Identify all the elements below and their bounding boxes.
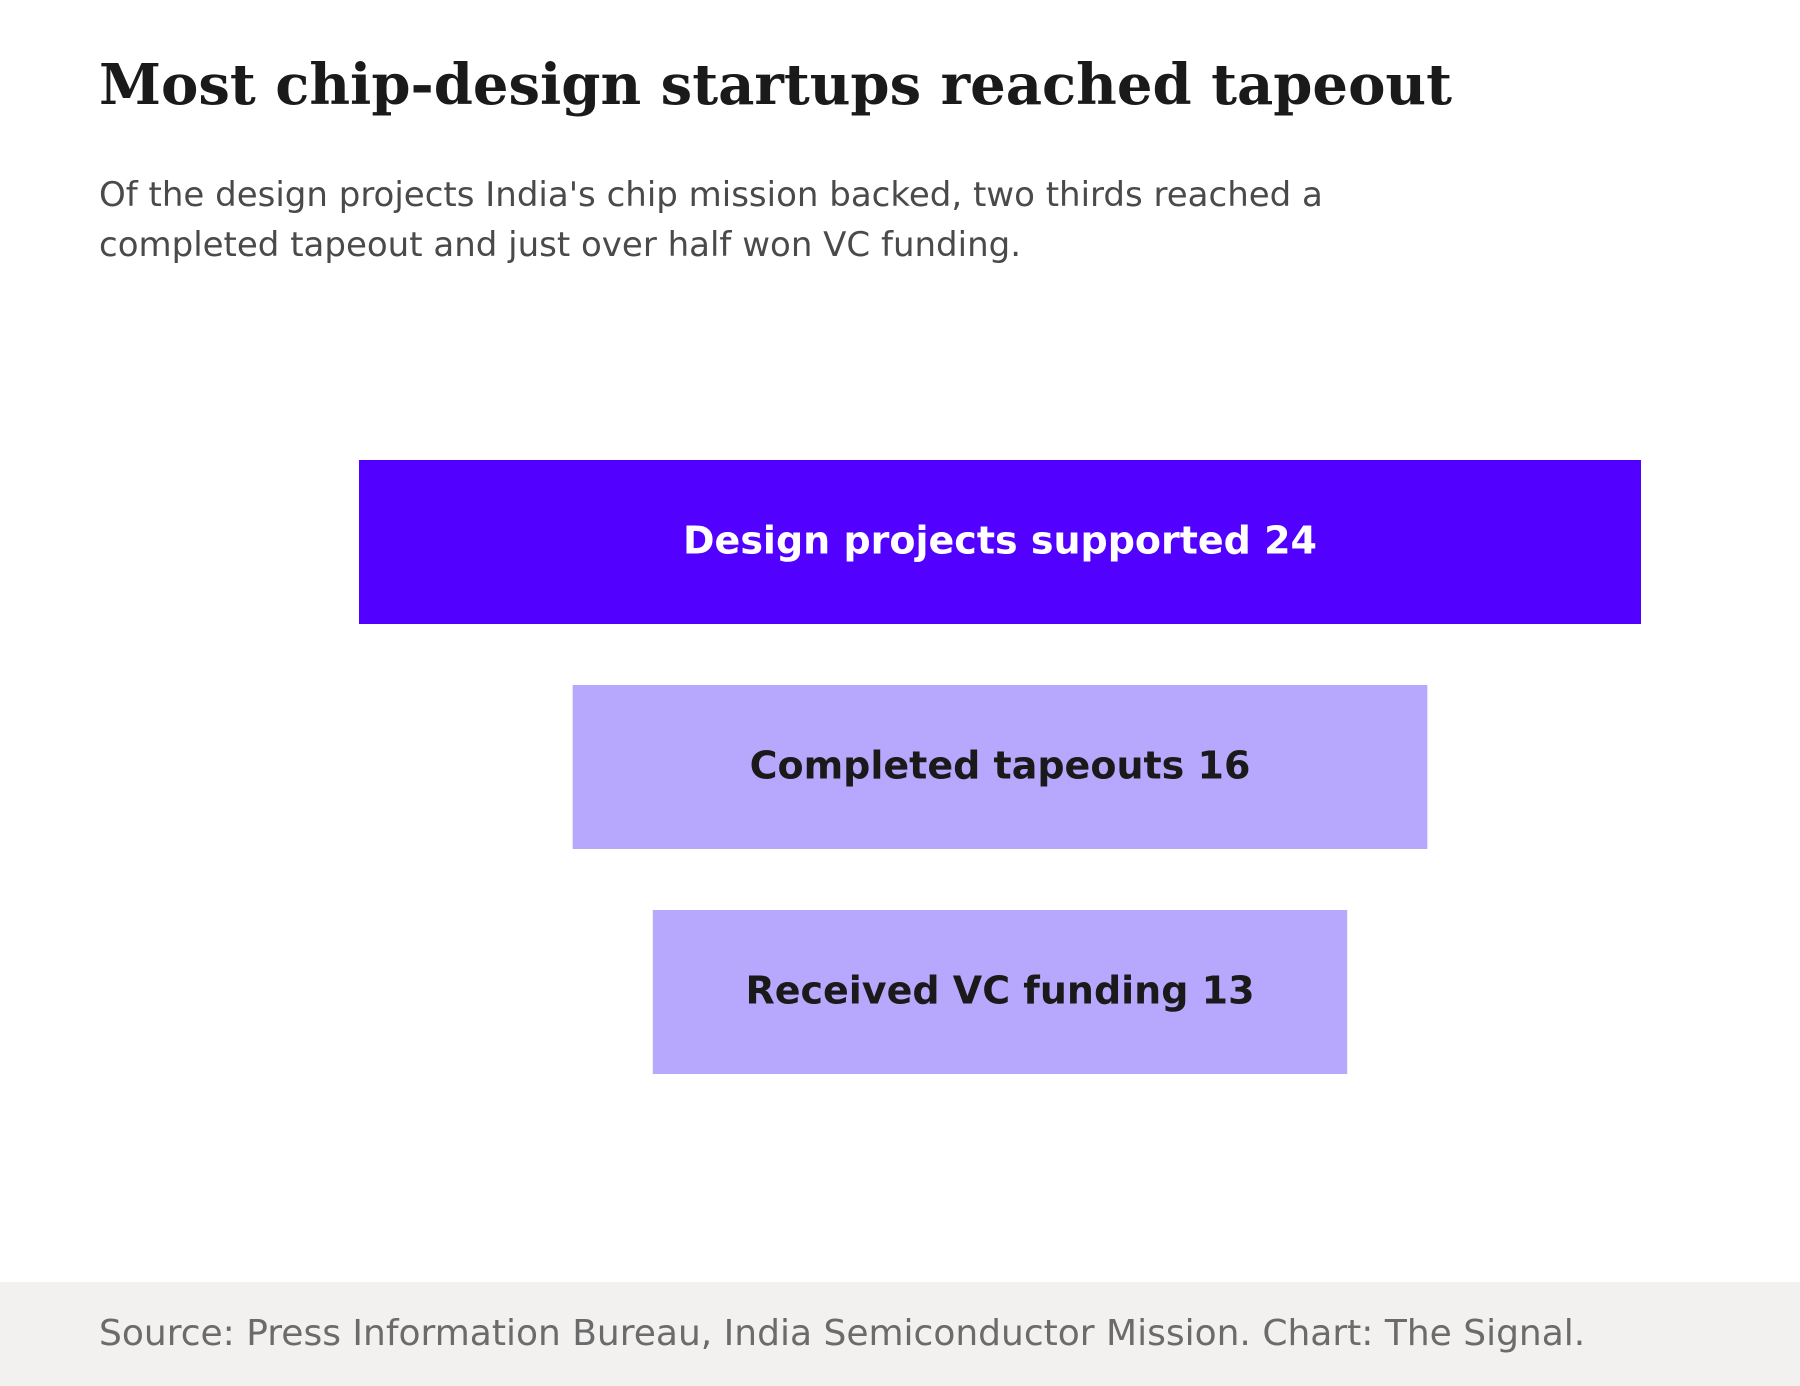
funnel-label-1: Design projects supported 24 [683, 519, 1317, 563]
funnel-bar-3 [652, 910, 1348, 1074]
funnel-bar-1 [359, 460, 1641, 624]
chart-subtitle: Of the design projects India's chip miss… [99, 175, 1323, 265]
source-footer: Source: Press Information Bureau, India … [0, 1282, 1800, 1386]
funnel-label-2: Completed tapeouts 16 [750, 744, 1251, 788]
funnel-label-3: Received VC funding 13 [745, 969, 1254, 1013]
source-note: Source: Press Information Bureau, India … [99, 1313, 1586, 1354]
chart-title: Most chip-design startups reached tapeou… [99, 52, 1452, 118]
funnel-bar-2 [572, 685, 1428, 849]
funnel-chart: Design projects supported 24 Completed ta… [359, 460, 1641, 1074]
